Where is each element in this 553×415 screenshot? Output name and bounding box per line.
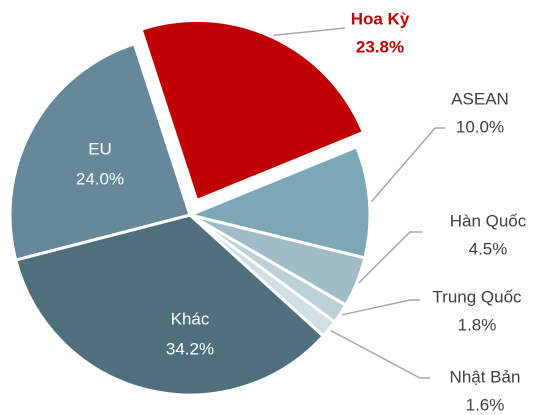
pie-slice — [8, 41, 192, 262]
value-label: 34.2% — [166, 339, 214, 358]
leader-line — [342, 299, 420, 316]
slice-label: Hoa Kỳ — [351, 9, 410, 28]
value-label: 4.5% — [469, 239, 508, 258]
slice-label: Trung Quốc — [432, 287, 522, 306]
value-label: 23.8% — [356, 37, 404, 56]
value-label: 24.0% — [76, 169, 124, 188]
leader-line — [273, 27, 346, 37]
leader-line — [358, 231, 422, 284]
pie-slice — [185, 144, 372, 260]
value-label: 1.8% — [458, 315, 497, 334]
slice-label: Hàn Quốc — [450, 211, 527, 230]
slice-label: EU — [88, 139, 112, 158]
pie-slice — [139, 19, 366, 203]
value-label: 10.0% — [456, 117, 504, 136]
slice-label: ASEAN — [451, 89, 509, 108]
pie-slice — [13, 213, 326, 397]
slice-label: Khác — [171, 309, 210, 328]
value-label: 1.6% — [466, 395, 505, 414]
slice-label: Nhật Bản — [450, 367, 521, 386]
leader-line — [330, 329, 430, 379]
leader-line — [370, 127, 445, 203]
